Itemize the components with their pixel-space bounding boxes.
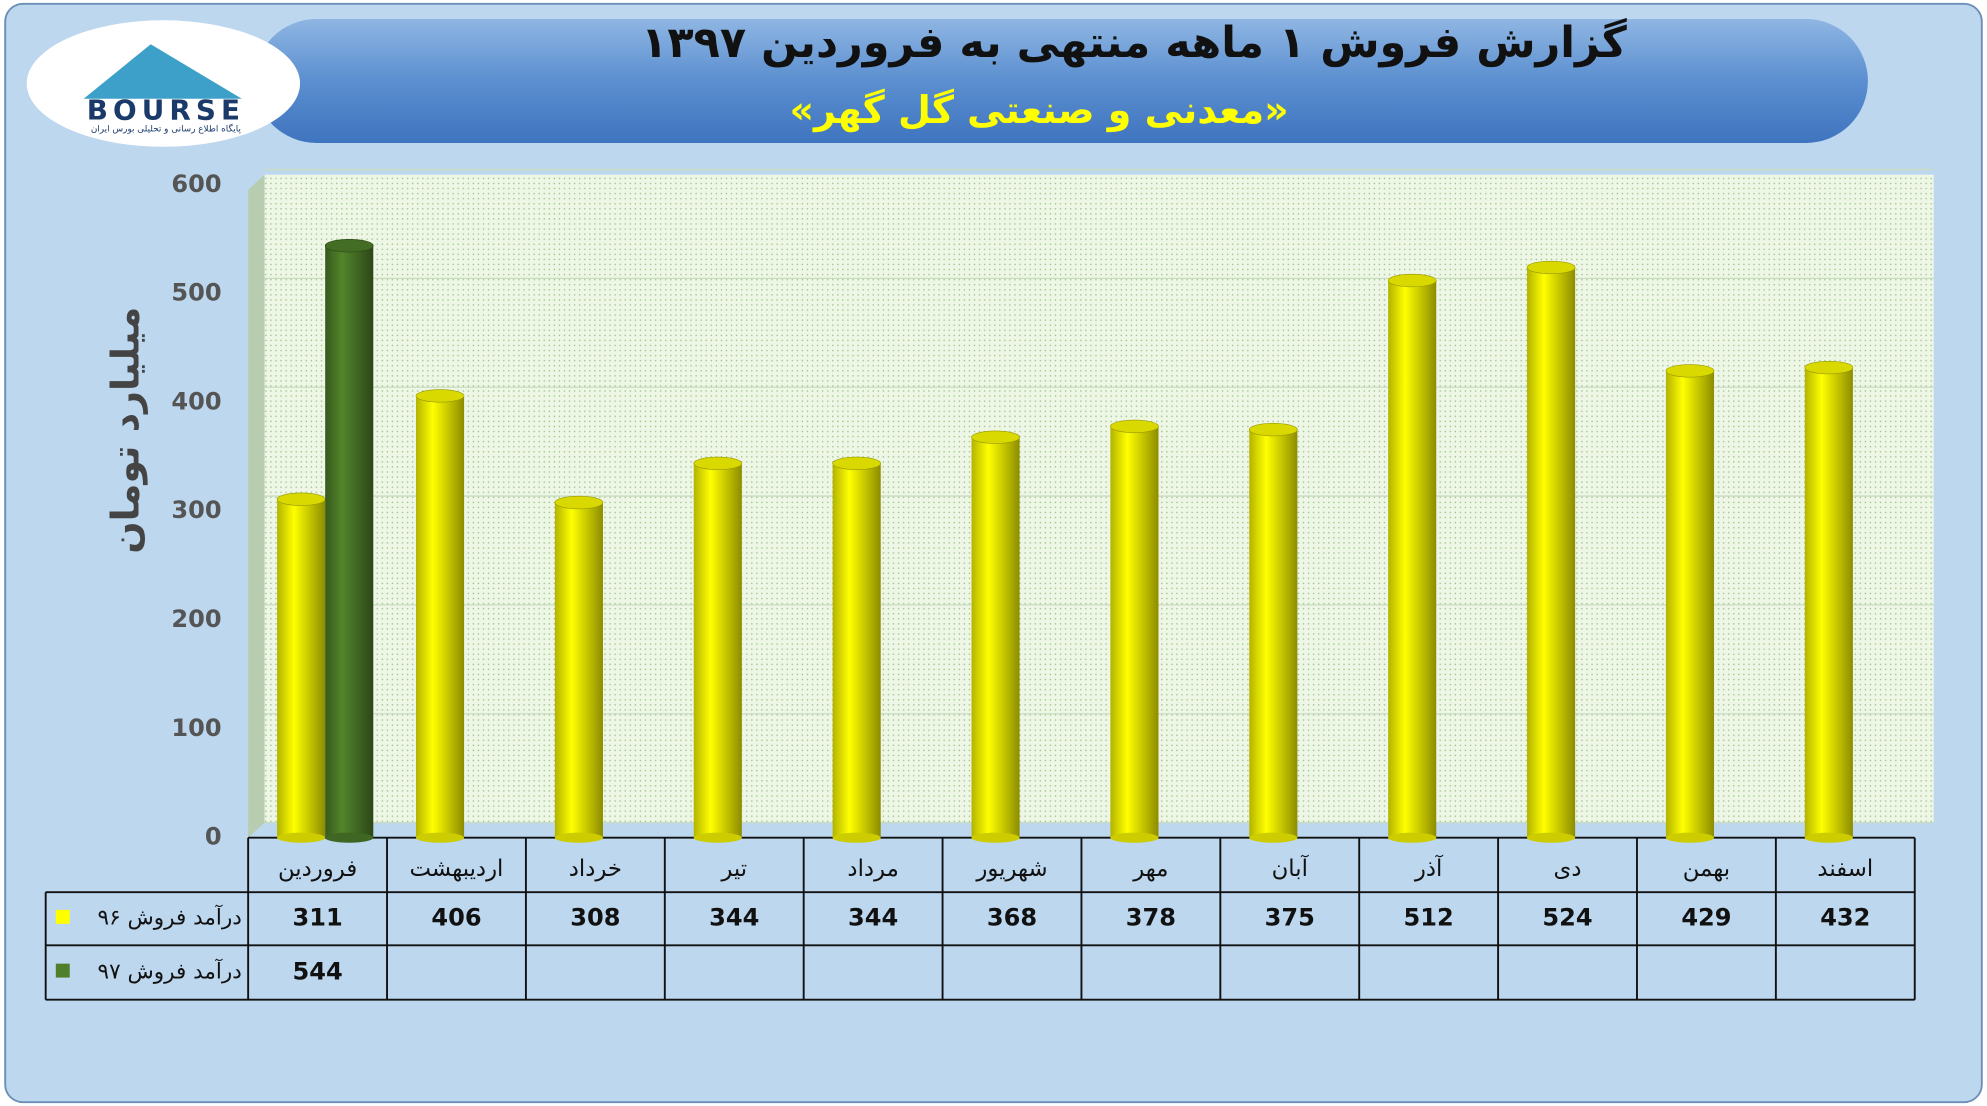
bar-body	[554, 502, 603, 838]
bar-top	[1248, 422, 1298, 437]
y-axis-title: میلیارد تومان	[103, 307, 147, 554]
bar-body	[415, 395, 465, 838]
bar	[1804, 360, 1854, 843]
table-value: 378	[1126, 904, 1176, 932]
bar-top	[1387, 273, 1437, 288]
table-value: 432	[1820, 904, 1870, 932]
title-banner	[254, 18, 1868, 143]
bar-body	[325, 245, 374, 838]
legend-swatch	[55, 909, 70, 924]
bar-top	[832, 456, 882, 470]
bar-body	[832, 463, 881, 838]
bar-body	[1527, 267, 1576, 838]
bar-bottom	[1665, 832, 1715, 843]
table-value: 512	[1404, 904, 1454, 932]
table-value: 308	[570, 904, 620, 932]
bar-bottom	[693, 832, 742, 843]
bar-top	[971, 430, 1020, 444]
x-tick-label: اردیبهشت	[410, 856, 504, 882]
table-value: 544	[293, 957, 343, 985]
bar-top	[1804, 360, 1854, 375]
bar	[971, 430, 1020, 843]
x-tick-label: مهر	[1132, 856, 1168, 882]
plot-side-wall	[248, 174, 265, 838]
bar-top	[415, 389, 465, 403]
x-tick-label: مرداد	[847, 856, 898, 882]
bar	[1387, 273, 1437, 843]
logo-tagline: پایگاه اطلاع رسانی و تحلیلی بورس ایران	[91, 124, 242, 135]
bar-body	[971, 437, 1020, 838]
bar-body	[1665, 370, 1715, 838]
bar-bottom	[971, 832, 1020, 843]
bar-body	[1804, 367, 1853, 838]
chart-title: گزارش فروش ۱ ماهه منتهی به فروردین ۱۳۹۷	[641, 17, 1628, 68]
bar-top	[1526, 260, 1576, 275]
y-tick-label: 400	[171, 387, 221, 415]
bar-bottom	[1110, 832, 1159, 843]
bar	[415, 389, 465, 843]
legend-label: درآمد فروش ۹۷	[98, 957, 242, 984]
table-value: 429	[1681, 904, 1731, 932]
y-tick-label: 600	[171, 170, 221, 198]
bar	[276, 492, 326, 843]
table-value: 368	[987, 904, 1037, 932]
bar-bottom	[415, 832, 465, 843]
y-tick-label: 500	[171, 279, 221, 307]
legend-swatch	[55, 963, 70, 978]
table-value: 406	[431, 904, 481, 932]
table-value: 344	[848, 904, 898, 932]
bar	[693, 456, 743, 843]
x-tick-label: آذر	[1414, 854, 1444, 882]
bar-bottom	[325, 832, 374, 843]
bar-bottom	[832, 832, 881, 843]
x-tick-label: دی	[1554, 856, 1582, 882]
x-tick-label: فروردین	[278, 856, 357, 882]
bar-body	[1110, 426, 1159, 838]
bar-top	[1665, 364, 1715, 378]
x-tick-label: بهمن	[1683, 856, 1730, 882]
bar-body	[1388, 280, 1437, 838]
table-value: 524	[1542, 904, 1592, 932]
bar-top	[693, 456, 743, 470]
bar-bottom	[1249, 832, 1298, 843]
bar-top	[1110, 419, 1159, 433]
y-tick-label: 0	[205, 823, 222, 851]
bar-bottom	[1804, 832, 1853, 843]
bar-body	[1249, 429, 1298, 838]
bar	[1526, 260, 1576, 843]
bar-bottom	[1388, 832, 1437, 843]
x-tick-label: آبان	[1272, 854, 1310, 882]
x-tick-label: شهریور	[975, 856, 1047, 882]
bar	[554, 495, 604, 843]
bar	[1110, 419, 1159, 843]
bar-top	[554, 495, 604, 510]
bar-bottom	[554, 832, 603, 843]
legend-label: درآمد فروش ۹۶	[98, 904, 242, 931]
bar-top	[276, 492, 326, 506]
x-tick-label: خرداد	[569, 856, 622, 882]
y-tick-label: 100	[171, 714, 221, 742]
table-value: 311	[293, 904, 343, 932]
bar	[324, 239, 374, 843]
table-value: 344	[709, 904, 759, 932]
logo-name: BOURSE	[87, 93, 245, 126]
bar-body	[277, 499, 326, 838]
bar-body	[693, 463, 742, 838]
table-value: 375	[1265, 904, 1315, 932]
plot-area	[264, 174, 1934, 823]
bar	[1248, 422, 1298, 843]
x-tick-label: اسفند	[1817, 856, 1873, 882]
y-tick-label: 300	[171, 496, 221, 524]
chart-subtitle: «معدنی و صنعتی گل گهر»	[789, 88, 1288, 132]
bar-bottom	[1527, 832, 1576, 843]
bar-bottom	[277, 832, 326, 843]
logo-icon	[83, 44, 242, 99]
x-tick-label: تیر	[720, 856, 747, 882]
bar	[1665, 364, 1715, 843]
bar	[832, 456, 882, 843]
y-tick-label: 200	[171, 605, 221, 633]
bar-top	[324, 239, 374, 253]
